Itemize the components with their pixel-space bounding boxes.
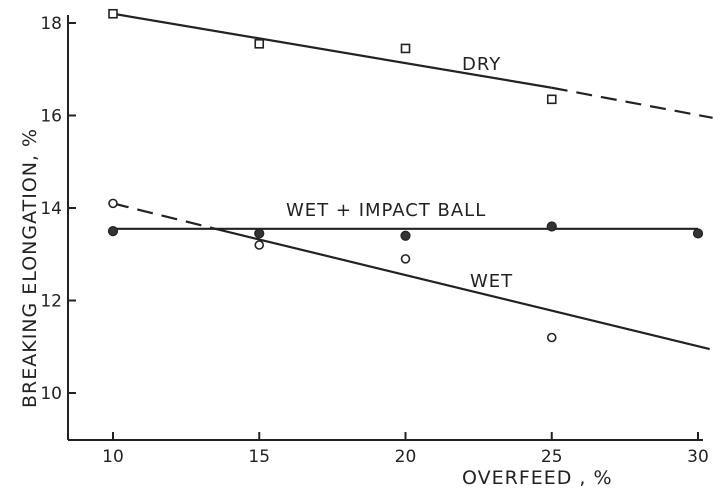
x-tick-label: 15	[248, 447, 270, 467]
series-label-wet-impact-ball: WET + IMPACT BALL	[286, 200, 486, 221]
fit-line-dry	[112, 12, 552, 89]
series-label-dry: DRY	[462, 54, 501, 75]
ticks: 10 15 20 25 30 10 12 14 16 18	[40, 14, 708, 467]
y-tick-label: 18	[40, 14, 62, 34]
data-point-dry	[400, 43, 411, 54]
x-tick-label: 30	[687, 447, 709, 467]
y-axis-label: BREAKING ELONGATION, %	[19, 128, 41, 408]
fit-line-dashed-dry	[551, 86, 713, 119]
series-label-wet: WET	[470, 271, 513, 292]
x-tick-label: 25	[541, 447, 563, 467]
y-tick-label: 10	[40, 384, 62, 404]
data-point-dry	[546, 94, 557, 105]
data-point-wet-impact-ball	[107, 226, 119, 237]
axes	[67, 15, 703, 441]
data-point-wet-impact-ball	[400, 230, 411, 241]
fit-line-wet	[215, 227, 710, 351]
data-point-wet-impact-ball	[692, 228, 704, 239]
data-markers	[107, 8, 704, 343]
y-tick-label: 14	[40, 199, 62, 219]
data-point-dry	[254, 39, 265, 49]
x-tick-label: 20	[395, 447, 417, 467]
x-axis-label: OVERFEED , %	[462, 467, 613, 489]
x-tick-label: 10	[102, 447, 124, 467]
data-point-wet	[400, 254, 411, 264]
fit-lines	[112, 12, 713, 351]
data-point-wet-impact-ball	[546, 221, 557, 232]
fit-line-dashed-wet	[112, 202, 216, 230]
data-point-wet	[546, 332, 557, 343]
data-point-wet	[254, 240, 265, 250]
data-point-wet	[108, 198, 118, 209]
y-tick-label: 12	[40, 292, 62, 312]
y-tick-label: 16	[40, 107, 62, 127]
series-labels: DRY WET + IMPACT BALL WET	[286, 54, 513, 292]
data-point-dry	[108, 8, 118, 19]
data-point-wet-impact-ball	[254, 228, 265, 239]
